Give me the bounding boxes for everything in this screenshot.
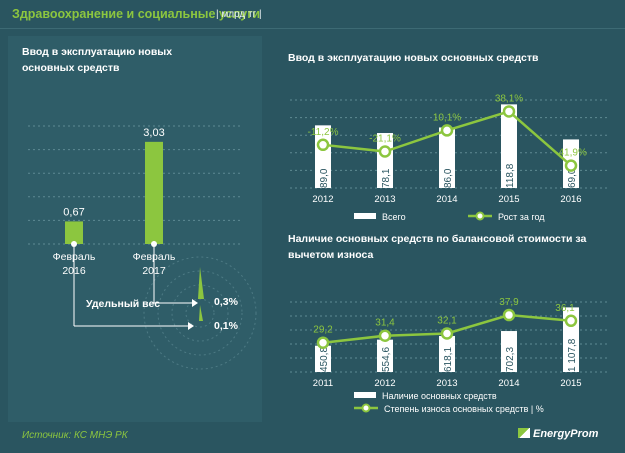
chart3-point-label: -41,9% [555, 148, 587, 159]
chart3-x-label: 2015 [498, 194, 519, 205]
chart4-x-label: 2012 [374, 378, 395, 389]
chart4-legend-line-marker [361, 403, 371, 413]
chart3-bar-label: 118,8 [505, 163, 516, 188]
page-title: Здравоохранение и социальные услуги [12, 7, 261, 21]
chart3-bar-label: 69,0 [567, 168, 578, 188]
chart4-legend-label: Степень износа основных средств | % [384, 404, 544, 414]
chart2-connector-dot [71, 241, 77, 247]
chart4-x-label: 2013 [436, 378, 457, 389]
chart4-point [378, 329, 392, 342]
chart4-legend-bar-swatch [354, 392, 376, 398]
chart3-point-label: -21,1% [369, 134, 401, 145]
chart4-legend-label: Наличие основных средств [382, 391, 497, 401]
chart4-point-label: 36,1 [555, 303, 575, 314]
chart3-point-label: -11,2% [308, 127, 339, 138]
source-label: Источник: КС МНЭ РК [22, 430, 128, 441]
chart3-point-label: 10,1% [433, 112, 461, 123]
chart2-ring [157, 270, 243, 356]
chart4-point-label: 37,9 [499, 297, 519, 308]
page-header: Здравоохранение и социальные услуги | мл… [0, 0, 625, 29]
chart2-label: 0,1% [214, 320, 239, 332]
chart3-bar [439, 127, 455, 188]
chart1-bar [65, 221, 83, 244]
chart2-arrow [188, 322, 194, 330]
chart4-bar-label: 1 107,8 [567, 338, 578, 372]
unit-label: | млрд тг | [216, 9, 262, 20]
chart3-point [316, 138, 330, 152]
chart3-legend-label: Рост за год [498, 212, 545, 222]
chart3-x-label: 2016 [560, 194, 581, 205]
chart4-bar-label: 702,3 [505, 347, 516, 372]
chart3-x-label: 2012 [312, 194, 333, 205]
chart2-title: Удельный вес [86, 298, 160, 310]
chart3-point [378, 145, 392, 158]
chart4-x-label: 2014 [498, 378, 519, 389]
chart4-bar-label: 554,6 [381, 347, 392, 372]
chart4-point-label: 29,2 [313, 325, 333, 336]
chart3-x-label: 2014 [436, 194, 457, 205]
chart4-title: Наличие основных средств по балансовой с… [288, 233, 587, 261]
left-panel: Ввод в эксплуатацию новых основных средс… [8, 36, 262, 422]
chart3-legend-label: Всего [382, 212, 406, 222]
chart1-bar [145, 141, 163, 244]
chart4-point [316, 336, 330, 349]
chart4-svg: 450,8 2011 554,6 2012 618,1 2013 702,3 2014 1 10… [290, 297, 608, 414]
chart3-bar-label: 78,1 [381, 168, 392, 188]
chart4-point [564, 314, 578, 328]
chart4-x-label: 2011 [313, 378, 333, 389]
chart3-legend-line-marker [475, 211, 485, 221]
chart2-svg: Удельный вес 0,3% 0,1% [71, 241, 257, 370]
chart4-point-label: 31,4 [375, 318, 395, 329]
chart4-bar [501, 331, 517, 372]
chart4-point [502, 308, 516, 322]
chart4-point [440, 327, 454, 340]
brand-logo: EnergyProm [518, 428, 598, 440]
right-panel: Ввод в эксплуатацию новых основных средс… [278, 36, 618, 422]
brand-name: EnergyProm [533, 428, 599, 440]
chart3-x-label: 2013 [374, 194, 395, 205]
chart3-point [440, 124, 454, 137]
chart1-value-label: 0,67 [63, 206, 84, 218]
chart4-bar [439, 335, 455, 372]
chart3-bar-label: 89,0 [319, 168, 330, 188]
chart4-bar-label: 450,8 [319, 347, 330, 372]
chart3-svg: 89,0 2012 78,1 2013 86,0 2014 118,8 2015 69,0 201… [290, 93, 608, 222]
chart3-legend-bar-swatch [354, 213, 376, 219]
chart1-value-label: 3,03 [143, 127, 164, 139]
chart2-connector-dot [151, 241, 157, 247]
chart4-bar [377, 339, 393, 372]
chart2-label: 0,3% [214, 296, 239, 308]
chart3-point-label: 38,1% [495, 93, 523, 104]
chart4-bar [315, 345, 331, 372]
chart3-point [564, 159, 578, 172]
chart1-title: Ввод в эксплуатацию новых основных средс… [22, 46, 173, 74]
chart3-point [502, 105, 516, 118]
chart4-x-label: 2015 [560, 378, 581, 389]
chart4-point-label: 32,1 [437, 316, 457, 327]
chart3-title: Ввод в эксплуатацию новых основных средс… [288, 52, 539, 64]
chart3-bar-label: 86,0 [443, 168, 454, 188]
chart2-ring [143, 256, 257, 370]
chart4-bar-label: 618,1 [443, 347, 454, 372]
energyprom-icon [518, 428, 530, 438]
chart2-wedge [198, 267, 204, 299]
chart2-wedge [199, 305, 203, 321]
chart3-bar [501, 104, 517, 188]
chart2-arrow [192, 299, 198, 307]
